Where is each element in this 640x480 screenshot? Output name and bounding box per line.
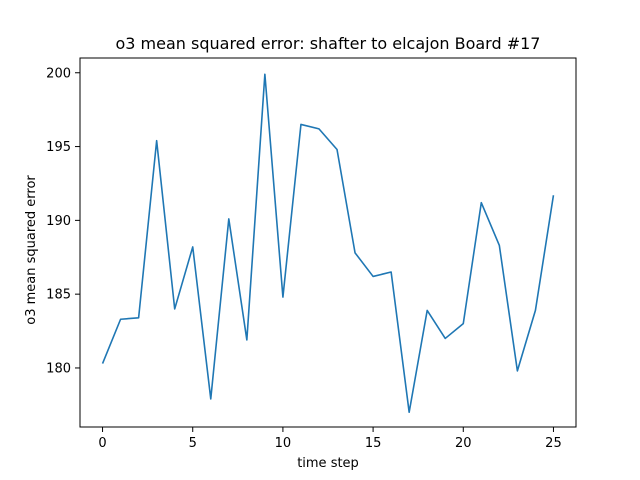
x-tick-label: 15 — [365, 436, 382, 451]
x-tick-label: 5 — [189, 436, 197, 451]
y-tick-label: 180 — [46, 361, 71, 376]
x-axis-label: time step — [297, 456, 359, 471]
y-tick-label: 185 — [46, 288, 71, 303]
y-tick-label: 190 — [46, 214, 71, 229]
y-tick-label: 200 — [46, 66, 71, 81]
y-axis-label: o3 mean squared error — [24, 175, 39, 325]
x-tick-label: 0 — [98, 436, 106, 451]
plot-area — [79, 57, 577, 428]
axes-frame — [79, 57, 577, 428]
y-tick-label: 195 — [46, 140, 71, 155]
x-tick-label: 10 — [275, 436, 292, 451]
y-axis-ticks: 180 185 190 195 200 — [46, 66, 80, 376]
x-axis-ticks: 0 5 10 15 20 25 — [98, 427, 562, 451]
x-tick-label: 20 — [455, 436, 472, 451]
chart-title: o3 mean squared error: shafter to elcajo… — [116, 34, 541, 53]
series-line — [101, 73, 555, 414]
x-tick-label: 25 — [545, 436, 562, 451]
